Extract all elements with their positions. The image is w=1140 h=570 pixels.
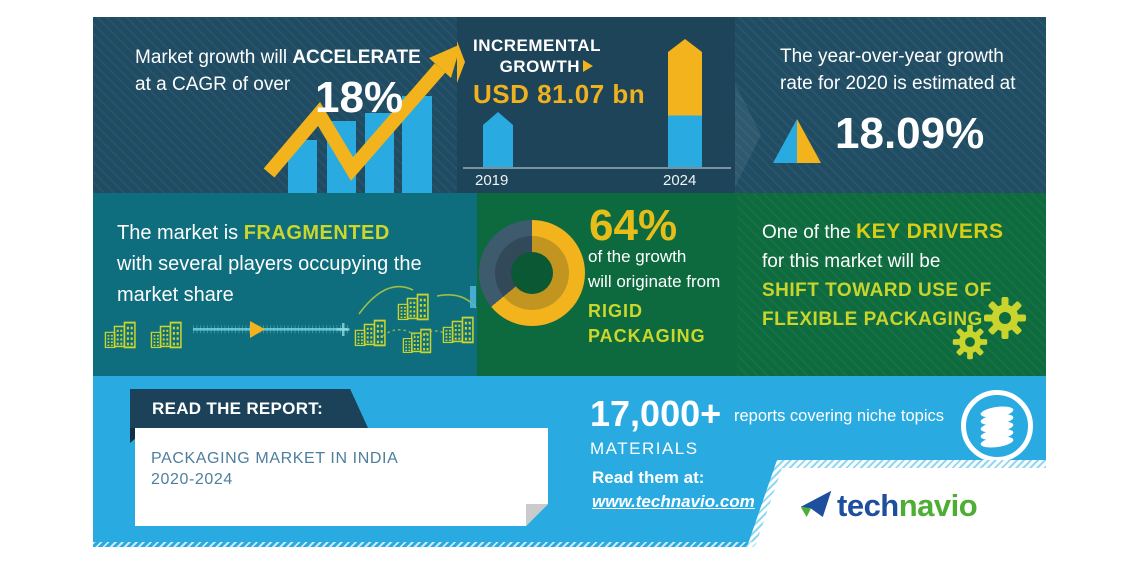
donut-hole (511, 252, 553, 294)
rigid-line1: of the growth (588, 247, 687, 266)
page-fold-decoration (526, 504, 548, 526)
buildings-left (105, 323, 181, 348)
fragmented-lead: The market is (117, 222, 239, 244)
rigid-pct: 64% (589, 201, 678, 250)
incremental-growth-value: USD 81.07 bn (473, 79, 646, 109)
fragmented-line2: with several players occupying the (117, 253, 422, 275)
fragmented-highlight: FRAGMENTED (243, 222, 390, 244)
yoy-text: The year-over-year growth rate for 2020 … (780, 43, 1016, 97)
chart-baseline (463, 167, 731, 169)
report-title-line1: PACKAGING MARKET IN INDIA (151, 450, 399, 467)
panel-fragmented: The market is FRAGMENTED with several pl… (93, 193, 477, 376)
gear-large (984, 297, 1026, 339)
key-drivers-text: One of the KEY DRIVERS for this market w… (762, 217, 1004, 334)
year-label-right: 2024 (663, 172, 697, 189)
yoy-text-line2: rate for 2020 is estimated at (780, 73, 1016, 94)
panel-rigid-packaging: 64% of the growth will originate from RI… (477, 193, 737, 376)
footer-panel: READ THE REPORT: PACKAGING MARKET IN IND… (93, 376, 1046, 547)
cagr-text-normal: Market growth will (135, 47, 288, 68)
incremental-growth-label: INCREMENTAL GROWTH (473, 35, 600, 77)
read-report-banner[interactable]: READ THE REPORT: (130, 389, 368, 428)
arrow-tip-overlap (457, 41, 465, 83)
fragmented-line3: market share (117, 284, 234, 306)
report-title: PACKAGING MARKET IN INDIA 2020-2024 (151, 448, 398, 490)
drivers-lead: One of the (762, 222, 851, 243)
cagr-value: 18% (315, 73, 404, 122)
reports-count-caption: reports covering niche topics (734, 407, 945, 425)
yoy-value: 18.09% (835, 109, 985, 158)
play-arrow-icon (250, 321, 265, 338)
rigid-line2: will originate from (588, 272, 721, 291)
reports-database-icon (961, 390, 1033, 462)
market-players-illustration (93, 285, 477, 376)
bar-2024-growth (668, 39, 702, 116)
incremental-label-line2: GROWTH (499, 57, 580, 76)
rigid-segment-line1: RIGID (588, 301, 644, 321)
incremental-label-line1: INCREMENTAL (473, 36, 601, 55)
cagr-text-line2: at a CAGR of over (135, 74, 291, 95)
panel-cagr: Market growth will ACCELERATE at a CAGR … (93, 17, 457, 193)
fragmented-text: The market is FRAGMENTED with several pl… (117, 218, 422, 311)
buildings-right (355, 295, 473, 353)
panel-yoy-growth: The year-over-year growth rate for 2020 … (735, 17, 1046, 193)
logo-text-tech: tech (837, 488, 899, 523)
gear-small (952, 324, 988, 360)
timeline-arrow (193, 321, 350, 338)
drivers-line4: FLEXIBLE PACKAGING (762, 309, 983, 330)
bar-2019 (483, 111, 513, 167)
technavio-plane-icon (800, 490, 832, 518)
gears-icon (952, 297, 1026, 360)
growth-trend-chart (263, 45, 457, 193)
edge-fragment (470, 286, 476, 308)
read-them-at-label: Read them at: (592, 468, 705, 487)
drivers-line3: SHIFT TOWARD USE OF (762, 280, 992, 301)
cagr-text: Market growth will ACCELERATE at a CAGR … (135, 44, 421, 98)
drivers-highlight: KEY DRIVERS (856, 220, 1004, 243)
panel-incremental-growth: INCREMENTAL GROWTH USD 81.07 bn 2019 202… (457, 17, 735, 193)
incremental-growth-bar-chart (457, 39, 731, 169)
technavio-url-link[interactable]: www.technavio.com (592, 492, 755, 511)
category-label: MATERIALS (590, 439, 699, 458)
report-card: PACKAGING MARKET IN INDIA 2020-2024 (135, 428, 548, 526)
read-report-label: READ THE REPORT: (152, 399, 324, 418)
report-title-line2: 2020-2024 (151, 471, 233, 488)
cagr-text-bold: ACCELERATE (292, 47, 421, 68)
year-label-left: 2019 (475, 172, 509, 189)
logo-notch: technavio (755, 468, 1046, 547)
bar-2024-base (668, 114, 702, 167)
technavio-wordmark: technavio (837, 488, 978, 524)
drivers-line2: for this market will be (762, 251, 941, 272)
chevron-decoration (735, 83, 761, 187)
reports-count: 17,000+ (590, 393, 722, 434)
yoy-text-line1: The year-over-year growth (780, 46, 1004, 67)
panel-key-drivers: One of the KEY DRIVERS for this market w… (737, 193, 1046, 376)
growth-arrow-icon (583, 60, 593, 72)
logo-text-navio: navio (898, 488, 978, 523)
technavio-logo[interactable]: technavio (799, 488, 978, 524)
upward-arrow-icon (263, 45, 457, 181)
rigid-segment-line2: PACKAGING (588, 326, 706, 346)
growth-triangle-icon (773, 119, 821, 163)
